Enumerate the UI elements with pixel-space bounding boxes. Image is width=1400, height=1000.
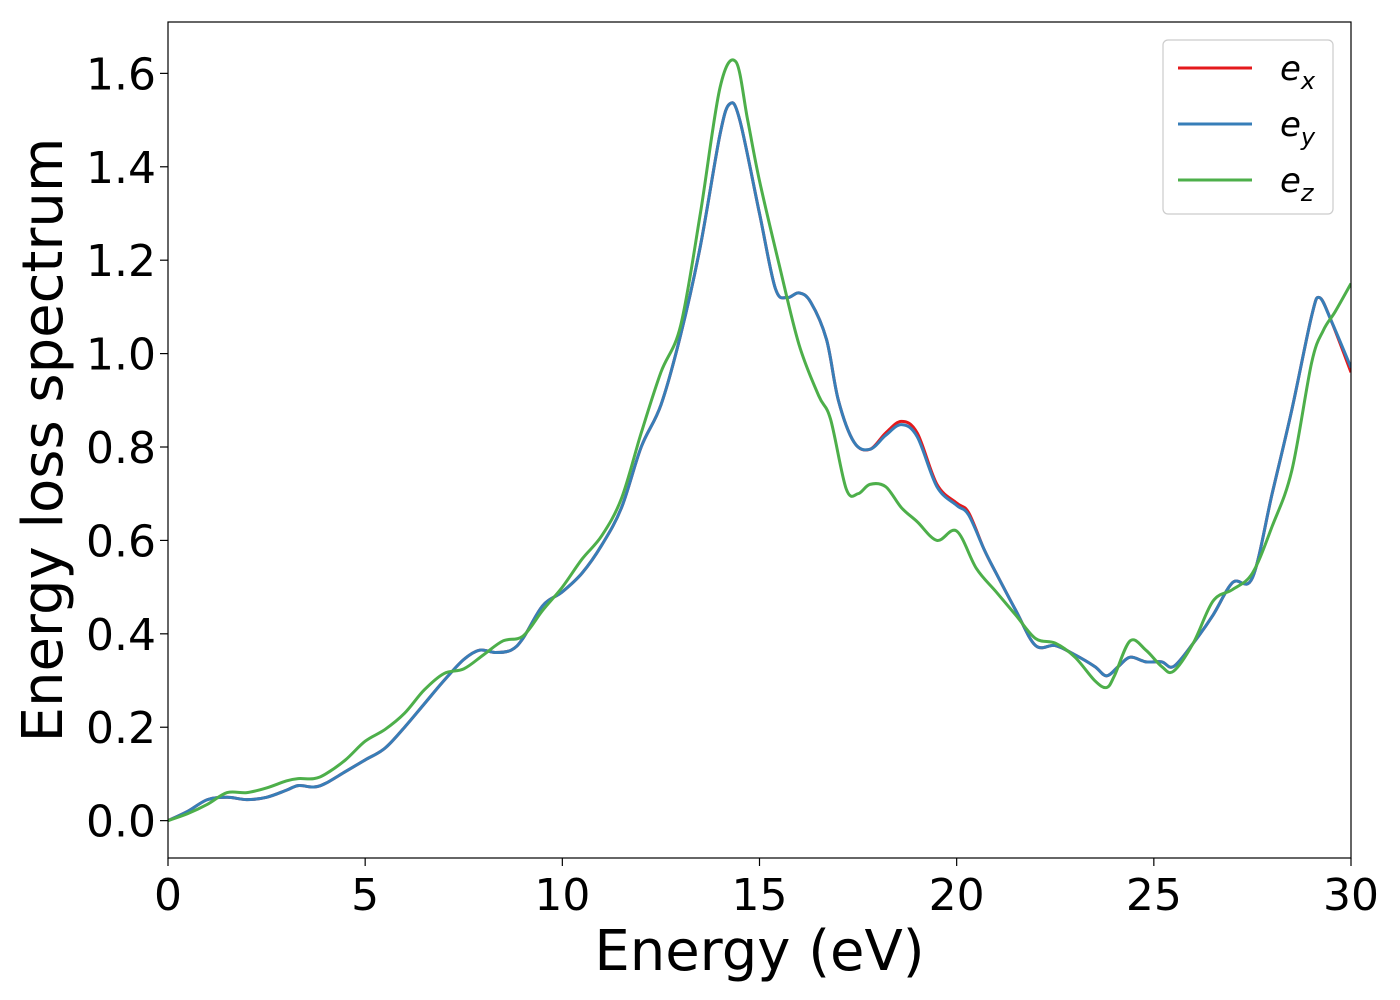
x-tick-label: 15 — [732, 870, 788, 921]
x-tick-label: 25 — [1126, 870, 1182, 921]
y-tick-label: 0.2 — [86, 703, 156, 754]
x-axis-ticks: 0 5 10 15 20 25 30 — [154, 858, 1379, 921]
x-tick-label: 30 — [1323, 870, 1379, 921]
series-layer — [168, 58, 1351, 823]
y-tick-label: 0.4 — [86, 610, 156, 661]
x-tick-label: 0 — [154, 870, 182, 921]
y-axis-title: Energy loss spectrum — [11, 138, 76, 743]
y-tick-label: 1.4 — [86, 143, 156, 194]
y-tick-label: 0.8 — [86, 423, 156, 474]
y-tick-label: 1.2 — [86, 236, 156, 287]
x-tick-label: 10 — [534, 870, 590, 921]
x-tick-label: 20 — [929, 870, 985, 921]
x-axis-title: Energy (eV) — [594, 919, 924, 984]
y-tick-label: 1.0 — [86, 330, 156, 381]
y-tick-label: 0.0 — [86, 797, 156, 848]
y-tick-label: 0.6 — [86, 516, 156, 567]
series-line-ez — [168, 58, 1351, 823]
y-axis-ticks: 0.0 0.2 0.4 0.6 0.8 1.0 1.2 1.4 1.6 — [86, 49, 168, 848]
legend-box — [1162, 39, 1334, 215]
y-tick-label: 1.6 — [86, 49, 156, 100]
x-tick-label: 5 — [351, 870, 379, 921]
